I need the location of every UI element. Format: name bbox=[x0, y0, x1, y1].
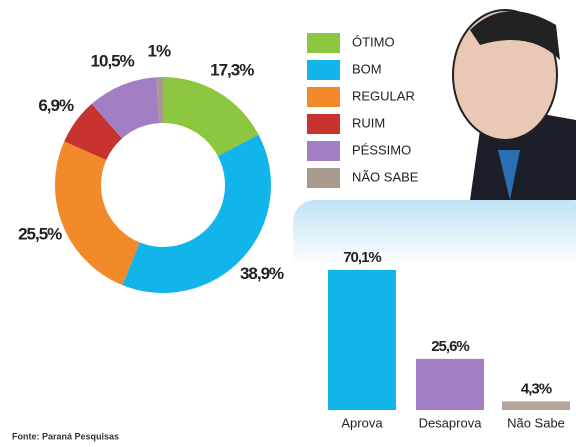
x-tick-label: Não Sabe bbox=[507, 415, 565, 430]
x-tick-label: Desaprova bbox=[419, 415, 483, 430]
caricature bbox=[453, 10, 576, 200]
data-label: 4,3% bbox=[521, 380, 552, 397]
legend-label: REGULAR bbox=[352, 88, 415, 103]
source: Fonte: Paraná Pesquisas bbox=[12, 431, 119, 441]
legend-swatch bbox=[307, 168, 340, 188]
bar bbox=[328, 270, 396, 410]
legend-swatch bbox=[307, 114, 340, 134]
data-label: 6,9% bbox=[38, 96, 74, 115]
data-label: 25,6% bbox=[431, 338, 469, 355]
data-label: 1% bbox=[148, 42, 171, 61]
data-label: 38,9% bbox=[240, 264, 284, 283]
bar bbox=[502, 401, 570, 410]
donut-slice bbox=[55, 141, 140, 285]
bar bbox=[416, 359, 484, 410]
legend-label: NÃO SABE bbox=[352, 169, 419, 184]
data-label: 70,1% bbox=[343, 249, 381, 266]
legend-label: RUIM bbox=[352, 115, 385, 130]
legend-swatch bbox=[307, 87, 340, 107]
chart: Fonte: Paraná Pesquisas 17,3% ÓTIMO 38,9% B… bbox=[0, 0, 576, 447]
legend-swatch bbox=[307, 141, 340, 161]
legend-label: PÉSSIMO bbox=[352, 142, 411, 157]
legend-label: ÓTIMO bbox=[352, 34, 395, 49]
data-label: 25,5% bbox=[18, 224, 62, 243]
legend-label: BOM bbox=[352, 61, 382, 76]
legend-swatch bbox=[307, 33, 340, 53]
data-label: 17,3% bbox=[210, 61, 254, 80]
x-tick-label: Aprova bbox=[341, 415, 383, 430]
data-label: 10,5% bbox=[91, 52, 135, 71]
legend-swatch bbox=[307, 60, 340, 80]
